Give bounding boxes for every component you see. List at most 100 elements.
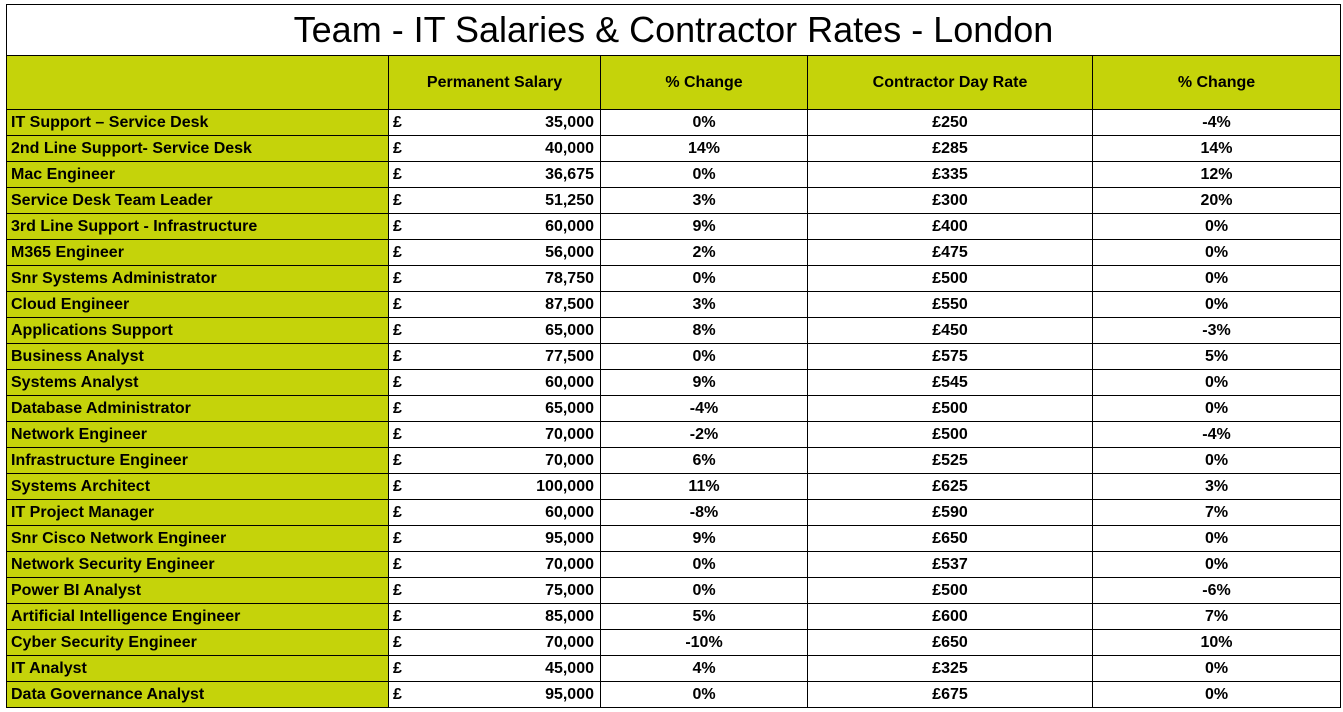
day-rate-change-cell: -6% <box>1091 577 1342 604</box>
day-rate-cell: £500 <box>807 395 1093 422</box>
data-row: Business Analyst £77,500 0% £575 5% <box>6 343 1342 370</box>
currency-symbol: £ <box>393 477 402 495</box>
salary-cell: £70,000 <box>388 447 601 474</box>
role-cell: Snr Cisco Network Engineer <box>6 525 389 552</box>
day-rate-change-cell: 7% <box>1091 499 1342 526</box>
role-cell: 3rd Line Support - Infrastructure <box>6 213 389 240</box>
data-row: Applications Support £65,000 8% £450 -3% <box>6 317 1342 344</box>
day-rate-cell: £537 <box>807 551 1093 578</box>
salary-change-cell: 0% <box>600 551 808 578</box>
role-cell: IT Project Manager <box>6 499 389 526</box>
data-row: Service Desk Team Leader £51,250 3% £300 20% <box>6 187 1342 214</box>
role-cell: Applications Support <box>6 317 389 344</box>
data-row: Cyber Security Engineer £70,000 -10% £650 10… <box>6 629 1342 656</box>
salary-value: 70,000 <box>545 555 594 573</box>
salary-cell: £40,000 <box>388 135 601 162</box>
header-cell <box>6 55 389 110</box>
salary-value: 51,250 <box>545 191 594 209</box>
day-rate-change-cell: 10% <box>1091 629 1342 656</box>
salary-value: 75,000 <box>545 581 594 599</box>
data-row: M365 Engineer £56,000 2% £475 0% <box>6 239 1342 266</box>
salary-value: 60,000 <box>545 217 594 235</box>
day-rate-change-cell: 0% <box>1091 525 1342 552</box>
day-rate-cell: £525 <box>807 447 1093 474</box>
salary-cell: £56,000 <box>388 239 601 266</box>
currency-symbol: £ <box>393 243 402 261</box>
header-cell: Contractor Day Rate <box>807 55 1093 110</box>
day-rate-change-cell: 5% <box>1091 343 1342 370</box>
currency-symbol: £ <box>393 659 402 677</box>
salary-cell: £70,000 <box>388 551 601 578</box>
salary-cell: £95,000 <box>388 525 601 552</box>
salary-value: 60,000 <box>545 373 594 391</box>
salary-value: 65,000 <box>545 321 594 339</box>
data-row: Infrastructure Engineer £70,000 6% £525 0% <box>6 447 1342 474</box>
salary-value: 78,750 <box>545 269 594 287</box>
role-cell: Data Governance Analyst <box>6 681 389 708</box>
role-cell: IT Support – Service Desk <box>6 109 389 136</box>
salary-change-cell: 6% <box>600 447 808 474</box>
day-rate-cell: £400 <box>807 213 1093 240</box>
currency-symbol: £ <box>393 191 402 209</box>
salary-cell: £77,500 <box>388 343 601 370</box>
currency-symbol: £ <box>393 451 402 469</box>
role-cell: Database Administrator <box>6 395 389 422</box>
role-cell: Mac Engineer <box>6 161 389 188</box>
currency-symbol: £ <box>393 425 402 443</box>
day-rate-change-cell: 0% <box>1091 681 1342 708</box>
salary-value: 60,000 <box>545 503 594 521</box>
salary-value: 85,000 <box>545 607 594 625</box>
currency-symbol: £ <box>393 165 402 183</box>
salary-cell: £95,000 <box>388 681 601 708</box>
salary-change-cell: 9% <box>600 525 808 552</box>
data-row: Systems Architect £100,000 11% £625 3% <box>6 473 1342 500</box>
currency-symbol: £ <box>393 373 402 391</box>
salary-change-cell: -10% <box>600 629 808 656</box>
role-cell: Cyber Security Engineer <box>6 629 389 656</box>
salary-change-cell: 3% <box>600 291 808 318</box>
currency-symbol: £ <box>393 633 402 651</box>
salary-value: 45,000 <box>545 659 594 677</box>
role-cell: Service Desk Team Leader <box>6 187 389 214</box>
salary-value: 95,000 <box>545 685 594 703</box>
role-cell: Snr Systems Administrator <box>6 265 389 292</box>
day-rate-change-cell: 0% <box>1091 551 1342 578</box>
salary-change-cell: 0% <box>600 161 808 188</box>
header-cell: Permanent Salary <box>388 55 601 110</box>
role-cell: Infrastructure Engineer <box>6 447 389 474</box>
role-cell: Systems Analyst <box>6 369 389 396</box>
salary-cell: £70,000 <box>388 629 601 656</box>
header-cell: % Change <box>1091 55 1342 110</box>
day-rate-change-cell: 20% <box>1091 187 1342 214</box>
data-row: IT Support – Service Desk £35,000 0% £250 -4… <box>6 109 1342 136</box>
salary-change-cell: 0% <box>600 109 808 136</box>
salary-value: 36,675 <box>545 165 594 183</box>
data-row: Network Security Engineer £70,000 0% £537 0% <box>6 551 1342 578</box>
salary-value: 35,000 <box>545 113 594 131</box>
salary-change-cell: 3% <box>600 187 808 214</box>
day-rate-change-cell: -4% <box>1091 109 1342 136</box>
day-rate-change-cell: 7% <box>1091 603 1342 630</box>
salary-change-cell: 4% <box>600 655 808 682</box>
currency-symbol: £ <box>393 399 402 417</box>
data-row: Snr Cisco Network Engineer £95,000 9% £650 0… <box>6 525 1342 552</box>
salary-value: 40,000 <box>545 139 594 157</box>
salary-change-cell: 0% <box>600 577 808 604</box>
salary-value: 70,000 <box>545 633 594 651</box>
salary-value: 70,000 <box>545 425 594 443</box>
salary-change-cell: 0% <box>600 265 808 292</box>
salary-change-cell: 9% <box>600 369 808 396</box>
data-row: Artificial Intelligence Engineer £85,000 5… <box>6 603 1342 630</box>
role-cell: Power BI Analyst <box>6 577 389 604</box>
role-cell: Systems Architect <box>6 473 389 500</box>
title: Team - IT Salaries & Contractor Rates - … <box>5 4 1342 56</box>
day-rate-cell: £650 <box>807 525 1093 552</box>
currency-symbol: £ <box>393 503 402 521</box>
currency-symbol: £ <box>393 347 402 365</box>
day-rate-change-cell: -4% <box>1091 421 1342 448</box>
currency-symbol: £ <box>393 217 402 235</box>
salary-cell: £100,000 <box>388 473 601 500</box>
currency-symbol: £ <box>393 581 402 599</box>
data-row: IT Analyst £45,000 4% £325 0% <box>6 655 1342 682</box>
